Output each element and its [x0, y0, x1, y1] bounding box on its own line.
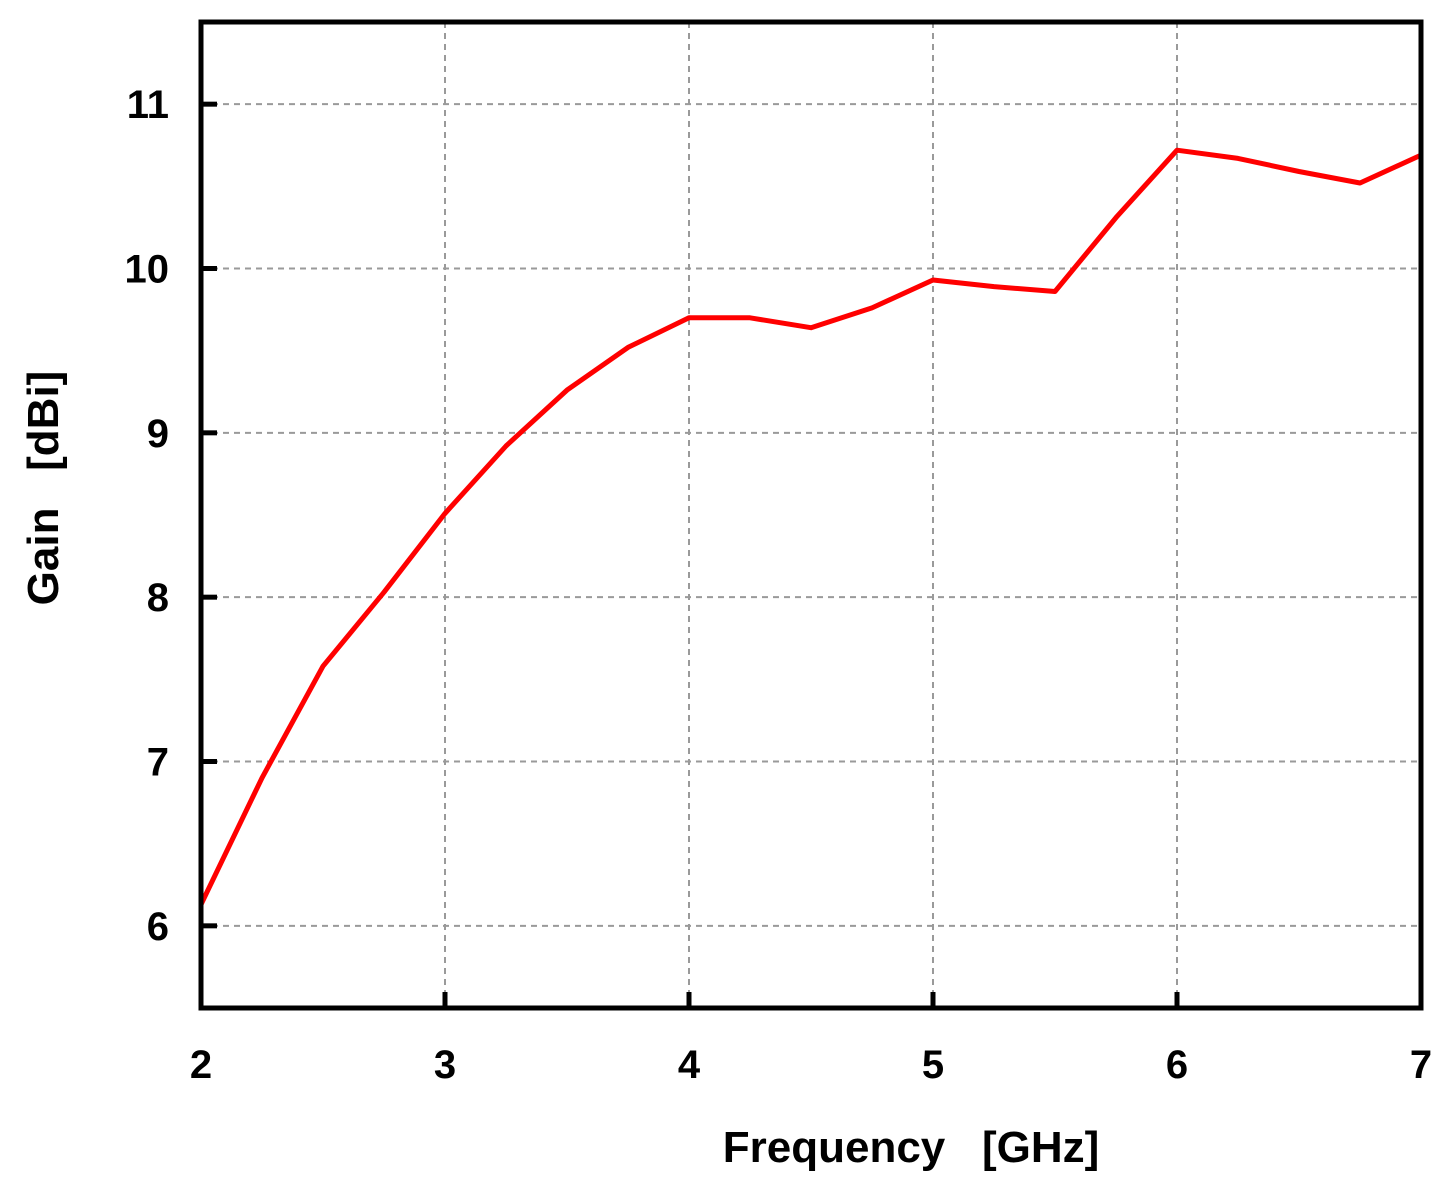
x-tick-label: 6 — [1166, 1043, 1188, 1087]
x-tick-label: 7 — [1410, 1043, 1432, 1087]
y-tick-label: 6 — [147, 905, 169, 949]
plot-frame — [198, 19, 1424, 1011]
x-tick-label: 4 — [678, 1043, 701, 1087]
series-layer — [198, 147, 1424, 907]
gain-series-line — [198, 147, 1424, 907]
y-tick-label: 10 — [125, 248, 170, 292]
y-tick-labels: 6 7 8 9 10 11 — [125, 83, 170, 949]
x-tick-label: 2 — [190, 1043, 212, 1087]
y-tick-label: 11 — [127, 83, 169, 127]
x-tick-label: 5 — [922, 1043, 944, 1087]
y-tick-label: 9 — [147, 412, 169, 456]
y-axis-title: Gain [dBi] — [19, 371, 68, 606]
grid-lines — [201, 22, 1421, 1008]
x-tick-label: 3 — [434, 1043, 456, 1087]
x-tick-labels: 2 3 4 5 6 7 — [190, 1043, 1432, 1087]
x-axis-title: Frequency [GHz] — [723, 1123, 1100, 1172]
y-tick-label: 7 — [147, 741, 169, 785]
y-tick-label: 8 — [147, 576, 169, 620]
axis-ticks — [198, 101, 1424, 1008]
